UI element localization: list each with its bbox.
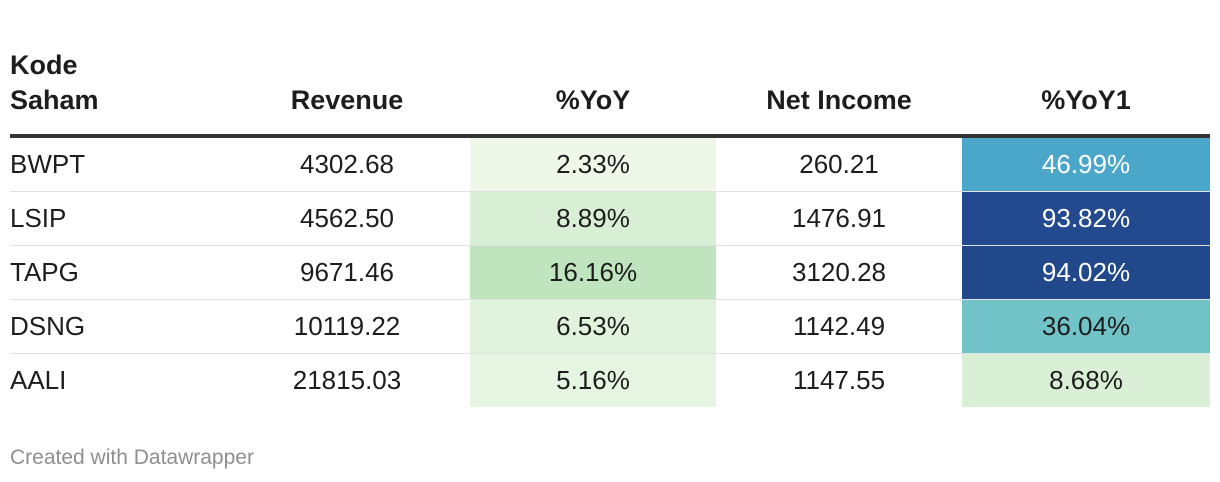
table-row: AALI 21815.03 5.16% 1147.55 8.68%: [10, 353, 1210, 407]
table-body: BWPT 4302.68 2.33% 260.21 46.99% LSIP 45…: [10, 136, 1210, 407]
column-header-label: Net Income: [766, 85, 912, 115]
column-header-label: %YoY1: [1041, 85, 1131, 115]
data-table-wrapper: Kode Saham Revenue %YoY Net Income %YoY1…: [10, 48, 1210, 407]
column-header-yoy[interactable]: %YoY: [470, 48, 716, 138]
table-header: Kode Saham Revenue %YoY Net Income %YoY1: [10, 48, 1210, 138]
cell-kode: BWPT: [10, 136, 224, 192]
cell-yoy: 16.16%: [470, 245, 716, 300]
column-header-revenue[interactable]: Revenue: [224, 48, 470, 138]
cell-net-income: 260.21: [716, 136, 962, 192]
cell-yoy: 6.53%: [470, 299, 716, 354]
column-header-label: Kode Saham: [10, 50, 99, 115]
cell-yoy1: 93.82%: [962, 191, 1210, 246]
cell-revenue: 21815.03: [292, 365, 402, 395]
header-row: Kode Saham Revenue %YoY Net Income %YoY1: [10, 48, 1210, 138]
column-header-label: Revenue: [290, 85, 404, 115]
column-header-net-income[interactable]: Net Income: [716, 48, 962, 138]
cell-kode: AALI: [10, 365, 67, 395]
footer-credit: Created with Datawrapper: [10, 446, 254, 469]
table-row: DSNG 10119.22 6.53% 1142.49 36.04%: [10, 299, 1210, 354]
cell-revenue: 10119.22: [224, 299, 470, 354]
cell-net-income: 1142.49: [716, 299, 962, 354]
cell-yoy1: 94.02%: [962, 245, 1210, 300]
cell-revenue: 4302.68: [224, 136, 470, 192]
table-row: BWPT 4302.68 2.33% 260.21 46.99%: [10, 136, 1210, 192]
cell-kode: LSIP: [10, 191, 224, 246]
cell-yoy: 2.33%: [470, 136, 716, 192]
cell-revenue: 9671.46: [224, 245, 470, 300]
data-table: Kode Saham Revenue %YoY Net Income %YoY1…: [10, 48, 1210, 407]
cell-yoy: 8.89%: [470, 191, 716, 246]
cell-yoy1: 46.99%: [962, 136, 1210, 192]
cell-yoy1: 36.04%: [962, 299, 1210, 354]
cell-yoy: 5.16%: [470, 353, 716, 407]
table-row: TAPG 9671.46 16.16% 3120.28 94.02%: [10, 245, 1210, 300]
column-header-kode-saham[interactable]: Kode Saham: [10, 48, 224, 138]
cell-net-income: 1147.55: [792, 365, 886, 395]
cell-kode: TAPG: [10, 245, 224, 300]
column-header-label: %YoY: [555, 85, 631, 115]
cell-yoy1: 8.68%: [962, 353, 1210, 407]
cell-kode: DSNG: [10, 299, 224, 354]
table-row: LSIP 4562.50 8.89% 1476.91 93.82%: [10, 191, 1210, 246]
column-header-yoy1[interactable]: %YoY1: [962, 48, 1210, 138]
cell-net-income: 1476.91: [716, 191, 962, 246]
cell-net-income: 3120.28: [716, 245, 962, 300]
cell-revenue: 4562.50: [224, 191, 470, 246]
